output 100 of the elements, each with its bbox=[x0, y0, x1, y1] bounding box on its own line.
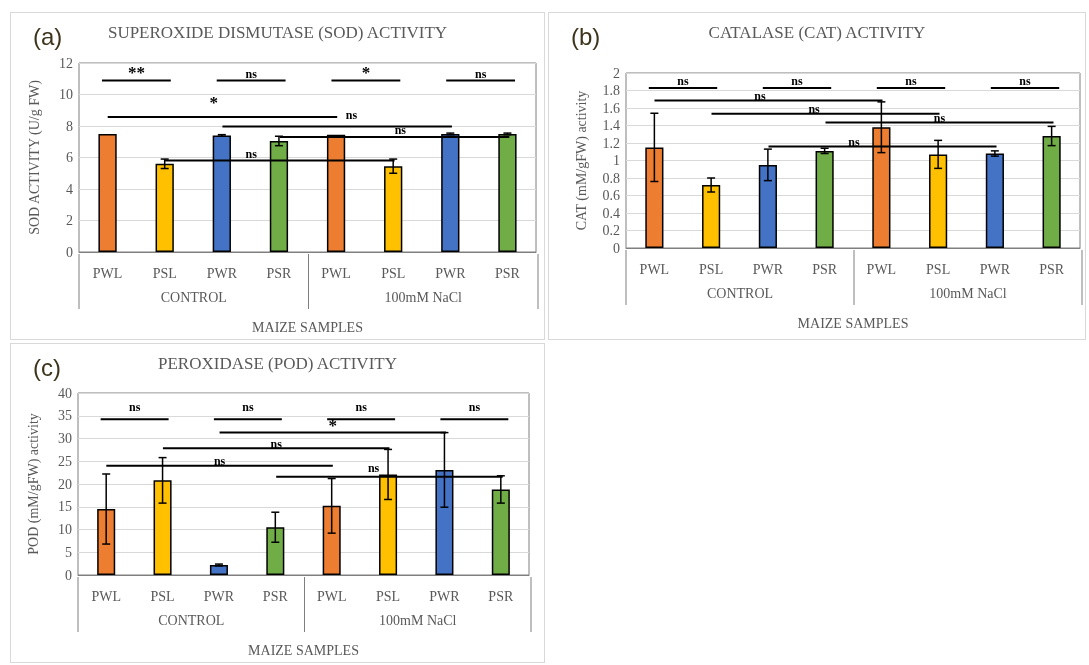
y-tick-label: 12 bbox=[59, 55, 73, 71]
text: CONTROL bbox=[160, 290, 227, 305]
x-tick-label: PSL bbox=[926, 261, 951, 277]
x-tick-label: PWR bbox=[979, 261, 1011, 277]
y-tick-label: 40 bbox=[58, 385, 72, 401]
y-tick-label: 0.4 bbox=[602, 205, 620, 221]
bar bbox=[326, 134, 346, 252]
x-tick-label: PSL bbox=[152, 265, 177, 281]
y-tick-label: 30 bbox=[58, 431, 72, 446]
y-tick-label: 1.4 bbox=[602, 118, 620, 133]
annotation: ns bbox=[245, 146, 258, 161]
y-tick-label: 0.6 bbox=[602, 188, 620, 203]
bar bbox=[209, 564, 228, 575]
annotation: ns bbox=[808, 102, 821, 117]
chart-title: CATALASE (CAT) ACTIVITY bbox=[708, 23, 926, 42]
y-tick-label: 1.8 bbox=[602, 83, 620, 98]
bar bbox=[212, 135, 231, 252]
annotation: ns bbox=[367, 460, 380, 475]
x-tick-label: PSL bbox=[376, 588, 401, 604]
annotation: ns bbox=[905, 74, 917, 89]
y-tick-label: 20 bbox=[58, 476, 72, 492]
y-tick-label: 15 bbox=[58, 499, 72, 515]
y-axis-title: SOD ACTIVITY (U/g FW) bbox=[26, 79, 43, 235]
x-tick-label: PWR bbox=[752, 261, 784, 277]
annotation: ns bbox=[345, 107, 358, 122]
x-tick-label: PSR bbox=[266, 265, 293, 281]
annotation: ns bbox=[933, 111, 946, 126]
annotation: ns bbox=[270, 436, 283, 451]
bar bbox=[98, 133, 117, 252]
x-tick-label: PWL bbox=[321, 265, 351, 281]
y-tick-label: 25 bbox=[58, 453, 72, 469]
annotation: ns bbox=[468, 399, 481, 414]
annotation: ns bbox=[1019, 74, 1031, 89]
annotation: ns bbox=[754, 89, 766, 104]
bar bbox=[155, 163, 174, 252]
x-tick-label: PWR bbox=[435, 265, 467, 281]
chart-title: PEROXIDASE (POD) ACTIVITY bbox=[158, 354, 397, 373]
x-tick-label: PWR bbox=[203, 588, 235, 604]
text: 100mM NaCl bbox=[379, 613, 457, 628]
x-tick-label: PSR bbox=[494, 265, 521, 281]
x-tick-label: PSR bbox=[812, 261, 838, 277]
annotation: ns bbox=[245, 66, 258, 81]
y-tick-label: 0.8 bbox=[602, 170, 620, 186]
x-tick-label: PWL bbox=[316, 588, 347, 604]
annotation: ** bbox=[127, 62, 145, 82]
y-tick-label: 10 bbox=[58, 522, 72, 537]
x-tick-label: PSR bbox=[488, 588, 514, 604]
text: CONTROL bbox=[706, 286, 774, 301]
bar bbox=[269, 140, 289, 252]
chart-title: SUPEROXIDE DISMUTASE (SOD) ACTIVITY bbox=[107, 23, 448, 42]
annotation: ns bbox=[213, 454, 226, 469]
text: (c) bbox=[33, 354, 61, 381]
x-axis-title: MAIZE SAMPLES bbox=[797, 315, 909, 331]
x-axis-title: MAIZE SAMPLES bbox=[252, 319, 363, 335]
x-tick-label: PWR bbox=[429, 588, 461, 604]
y-tick-label: 0 bbox=[66, 244, 73, 260]
x-axis-title: MAIZE SAMPLES bbox=[248, 642, 359, 658]
annotation: ns bbox=[394, 122, 407, 137]
annotation: ns bbox=[677, 74, 689, 89]
text: CONTROL bbox=[158, 613, 225, 628]
y-tick-label: 8 bbox=[66, 118, 73, 134]
x-tick-label: PWL bbox=[91, 588, 121, 604]
y-tick-label: 10 bbox=[59, 87, 73, 102]
x-tick-label: PSR bbox=[262, 588, 289, 604]
x-tick-label: PSL bbox=[699, 261, 724, 277]
x-tick-label: PWL bbox=[92, 265, 123, 281]
annotation: ns bbox=[791, 74, 803, 89]
y-tick-label: 1.6 bbox=[602, 100, 620, 116]
annotation: ns bbox=[355, 399, 368, 414]
annotation: * bbox=[361, 62, 371, 82]
y-axis-title: POD (mM/gFW) activity bbox=[25, 413, 42, 555]
x-tick-label: PWL bbox=[866, 261, 897, 277]
y-tick-label: 5 bbox=[65, 544, 72, 560]
y-tick-label: 2 bbox=[66, 213, 73, 228]
text: (a) bbox=[33, 23, 63, 50]
y-tick-label: 0.2 bbox=[602, 223, 620, 238]
bar bbox=[498, 133, 517, 252]
y-tick-label: 4 bbox=[66, 181, 73, 197]
y-tick-label: 6 bbox=[66, 150, 73, 165]
annotation: ns bbox=[128, 399, 141, 414]
annotation: * bbox=[328, 416, 338, 436]
text: (b) bbox=[571, 23, 601, 50]
bar bbox=[815, 150, 834, 248]
annotation: ns bbox=[242, 399, 254, 414]
y-tick-label: 1 bbox=[613, 153, 620, 168]
y-tick-label: 1.2 bbox=[602, 135, 620, 151]
bar bbox=[441, 133, 460, 252]
annotation: * bbox=[209, 93, 219, 113]
y-tick-label: 0 bbox=[613, 240, 620, 256]
x-tick-label: PSR bbox=[1039, 261, 1065, 277]
annotation: ns bbox=[848, 135, 860, 150]
x-tick-label: PWR bbox=[206, 265, 238, 281]
y-tick-label: 35 bbox=[58, 408, 72, 424]
text: 100mM NaCl bbox=[384, 290, 463, 305]
y-axis-title: CAT (mM/gFW) activity bbox=[573, 90, 590, 231]
text: 100mM NaCl bbox=[929, 286, 1007, 301]
x-tick-label: PSL bbox=[150, 588, 175, 604]
annotation: ns bbox=[474, 66, 487, 81]
bar bbox=[985, 153, 1004, 248]
y-tick-label: 2 bbox=[613, 65, 620, 81]
